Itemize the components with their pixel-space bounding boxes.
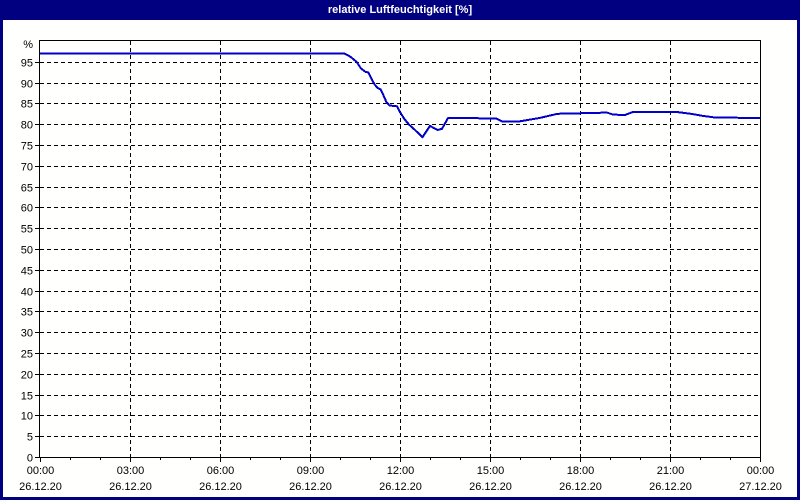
svg-text:26.12.20: 26.12.20	[469, 481, 512, 493]
svg-text:30: 30	[21, 328, 33, 340]
svg-text:26.12.20: 26.12.20	[289, 481, 332, 493]
svg-text:21:00: 21:00	[657, 465, 685, 477]
svg-text:5: 5	[27, 432, 33, 444]
svg-text:26.12.20: 26.12.20	[649, 481, 692, 493]
svg-text:25: 25	[21, 349, 33, 361]
data-line	[40, 52, 761, 139]
svg-text:27.12.20: 27.12.20	[739, 481, 782, 493]
svg-text:65: 65	[21, 183, 33, 195]
svg-text:95: 95	[21, 58, 33, 70]
svg-text:35: 35	[21, 307, 33, 319]
axis-labels: 0 5 10 15 20 25 30 35 40 45 50 55 60 65 70 75 80 85 90 95% 0…	[19, 39, 782, 493]
svg-text:26.12.20: 26.12.20	[109, 481, 152, 493]
svg-text:26.12.20: 26.12.20	[559, 481, 602, 493]
svg-text:12:00: 12:00	[387, 465, 415, 477]
svg-text:50: 50	[21, 245, 33, 257]
svg-text:06:00: 06:00	[207, 465, 235, 477]
svg-text:90: 90	[21, 79, 33, 91]
svg-text:03:00: 03:00	[117, 465, 145, 477]
svg-text:75: 75	[21, 141, 33, 153]
svg-text:80: 80	[21, 120, 33, 132]
svg-text:70: 70	[21, 162, 33, 174]
svg-text:00:00: 00:00	[27, 465, 55, 477]
gridlines	[40, 41, 760, 457]
svg-text:0: 0	[27, 453, 33, 465]
svg-text:20: 20	[21, 370, 33, 382]
svg-text:45: 45	[21, 266, 33, 278]
svg-text:26.12.20: 26.12.20	[199, 481, 242, 493]
svg-text:09:00: 09:00	[297, 465, 325, 477]
svg-text:18:00: 18:00	[567, 465, 595, 477]
svg-text:15: 15	[21, 391, 33, 403]
svg-text:00:00: 00:00	[747, 465, 775, 477]
svg-text:%: %	[23, 39, 33, 51]
axis-ticks	[35, 62, 761, 462]
svg-text:55: 55	[21, 224, 33, 236]
svg-text:26.12.20: 26.12.20	[19, 481, 62, 493]
window-title: relative Luftfeuchtigkeit [%]	[327, 4, 473, 16]
svg-text:85: 85	[21, 99, 33, 111]
svg-text:15:00: 15:00	[477, 465, 505, 477]
svg-text:26.12.20: 26.12.20	[379, 481, 422, 493]
svg-text:10: 10	[21, 411, 33, 423]
svg-text:60: 60	[21, 203, 33, 215]
title-bar: relative Luftfeuchtigkeit [%]	[0, 0, 800, 20]
svg-text:40: 40	[21, 287, 33, 299]
